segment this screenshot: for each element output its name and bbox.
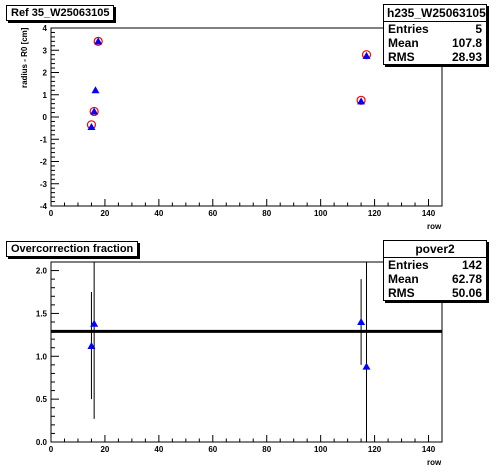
top-y-tick-label: 2 xyxy=(43,69,48,78)
top-x-axis-title: row xyxy=(427,222,442,231)
top-x-tick-label: 140 xyxy=(422,209,436,218)
bottom-pad: 0 20 40 60 80 100 120 140 0.0 0.5 1.0 1.5 2.0 Overco… xyxy=(0,236,496,472)
top-stats-name: h235_W25063105 xyxy=(384,5,486,22)
top-data-point-triangle xyxy=(87,123,96,131)
top-x-tick-label: 60 xyxy=(208,209,217,218)
bottom-x-axis-title: row xyxy=(427,458,442,467)
top-data-point-triangle xyxy=(362,51,371,59)
top-stats-entries: Entries 5 xyxy=(384,22,486,36)
bottom-stats-mean-value: 62.78 xyxy=(451,272,482,286)
top-y-tick-label: -4 xyxy=(40,202,48,211)
top-stats-entries-value: 5 xyxy=(475,22,482,36)
bottom-data-point-triangle xyxy=(90,319,99,327)
bottom-x-tick-label: 100 xyxy=(314,445,328,454)
bottom-stats-mean-label: Mean xyxy=(388,272,419,286)
top-x-tick-label: 40 xyxy=(154,209,163,218)
top-plot-title: Ref 35_W25063105 xyxy=(6,5,115,21)
top-data-point-triangle xyxy=(357,97,366,105)
top-stats-mean-value: 107.8 xyxy=(451,36,482,50)
bottom-stats-box: pover2 Entries 142 Mean 62.78 RMS 50.06 xyxy=(383,240,487,301)
bottom-stats-rms-value: 50.06 xyxy=(451,286,482,300)
bottom-y-tick-label: 1.0 xyxy=(36,352,48,361)
top-x-tick-label: 0 xyxy=(49,209,54,218)
bottom-x-tick-label: 20 xyxy=(100,445,109,454)
top-stats-rms: RMS 28.93 xyxy=(384,50,486,64)
top-x-tick-label: 120 xyxy=(368,209,382,218)
top-data-point-triangle xyxy=(91,86,100,94)
top-data-point-triangle xyxy=(90,107,99,115)
bottom-y-tick-label: 2.0 xyxy=(36,267,48,276)
bottom-stats-mean: Mean 62.78 xyxy=(384,272,486,286)
bottom-stats-rms: RMS 50.06 xyxy=(384,286,486,300)
top-stats-entries-label: Entries xyxy=(388,22,429,36)
top-x-tick-label: 20 xyxy=(100,209,109,218)
top-y-tick-label: 3 xyxy=(43,46,48,55)
top-y-axis-title: radius - R0 [cm] xyxy=(20,27,29,88)
bottom-x-tick-label: 60 xyxy=(208,445,217,454)
bottom-stats-entries: Entries 142 xyxy=(384,258,486,272)
top-plot: 0 20 40 60 80 100 120 140 -4 -3 -2 -1 0 1 2 3 4 xyxy=(40,24,443,218)
top-y-tick-label: 0 xyxy=(43,113,48,122)
top-stats-box: h235_W25063105 Entries 5 Mean 107.8 RMS … xyxy=(383,4,487,65)
top-y-tick-label: 1 xyxy=(43,91,48,100)
bottom-y-tick-label: 0.5 xyxy=(36,395,48,404)
bottom-x-tick-label: 40 xyxy=(154,445,163,454)
bottom-x-tick-label: 0 xyxy=(49,445,54,454)
top-stats-rms-value: 28.93 xyxy=(451,50,482,64)
bottom-x-tick-label: 80 xyxy=(262,445,271,454)
bottom-data-point-triangle xyxy=(362,362,371,370)
bottom-data-point-triangle xyxy=(357,318,366,325)
top-y-tick-label: -2 xyxy=(40,158,48,167)
top-pad: 0 20 40 60 80 100 120 140 -4 -3 -2 -1 0 1 2 3 4 Ref 35_W… xyxy=(6,4,487,231)
top-y-tick-label: -1 xyxy=(40,135,48,144)
bottom-x-tick-label: 140 xyxy=(422,445,436,454)
bottom-stats-entries-value: 142 xyxy=(461,258,482,272)
bottom-y-tick-label: 1.5 xyxy=(36,309,48,318)
bottom-y-tick-label: 0.0 xyxy=(36,438,48,447)
top-y-tick-label: 4 xyxy=(43,24,48,33)
top-y-tick-label: -3 xyxy=(40,180,48,189)
top-stats-mean-label: Mean xyxy=(388,36,419,50)
bottom-x-tick-label: 120 xyxy=(368,445,382,454)
top-stats-rms-label: RMS xyxy=(388,50,415,64)
bottom-frame xyxy=(50,261,443,443)
bottom-stats-name: pover2 xyxy=(384,241,486,258)
bottom-plot: 0 20 40 60 80 100 120 140 0.0 0.5 1.0 1.5 2.0 xyxy=(36,261,443,454)
bottom-data-point-triangle xyxy=(87,342,96,349)
top-x-tick-label: 80 xyxy=(262,209,271,218)
bottom-plot-title: Overcorrection fraction xyxy=(6,241,138,257)
top-stats-mean: Mean 107.8 xyxy=(384,36,486,50)
top-x-tick-label: 100 xyxy=(314,209,328,218)
bottom-stats-rms-label: RMS xyxy=(388,286,415,300)
top-data-point-triangle xyxy=(94,37,103,45)
bottom-stats-entries-label: Entries xyxy=(388,258,429,272)
